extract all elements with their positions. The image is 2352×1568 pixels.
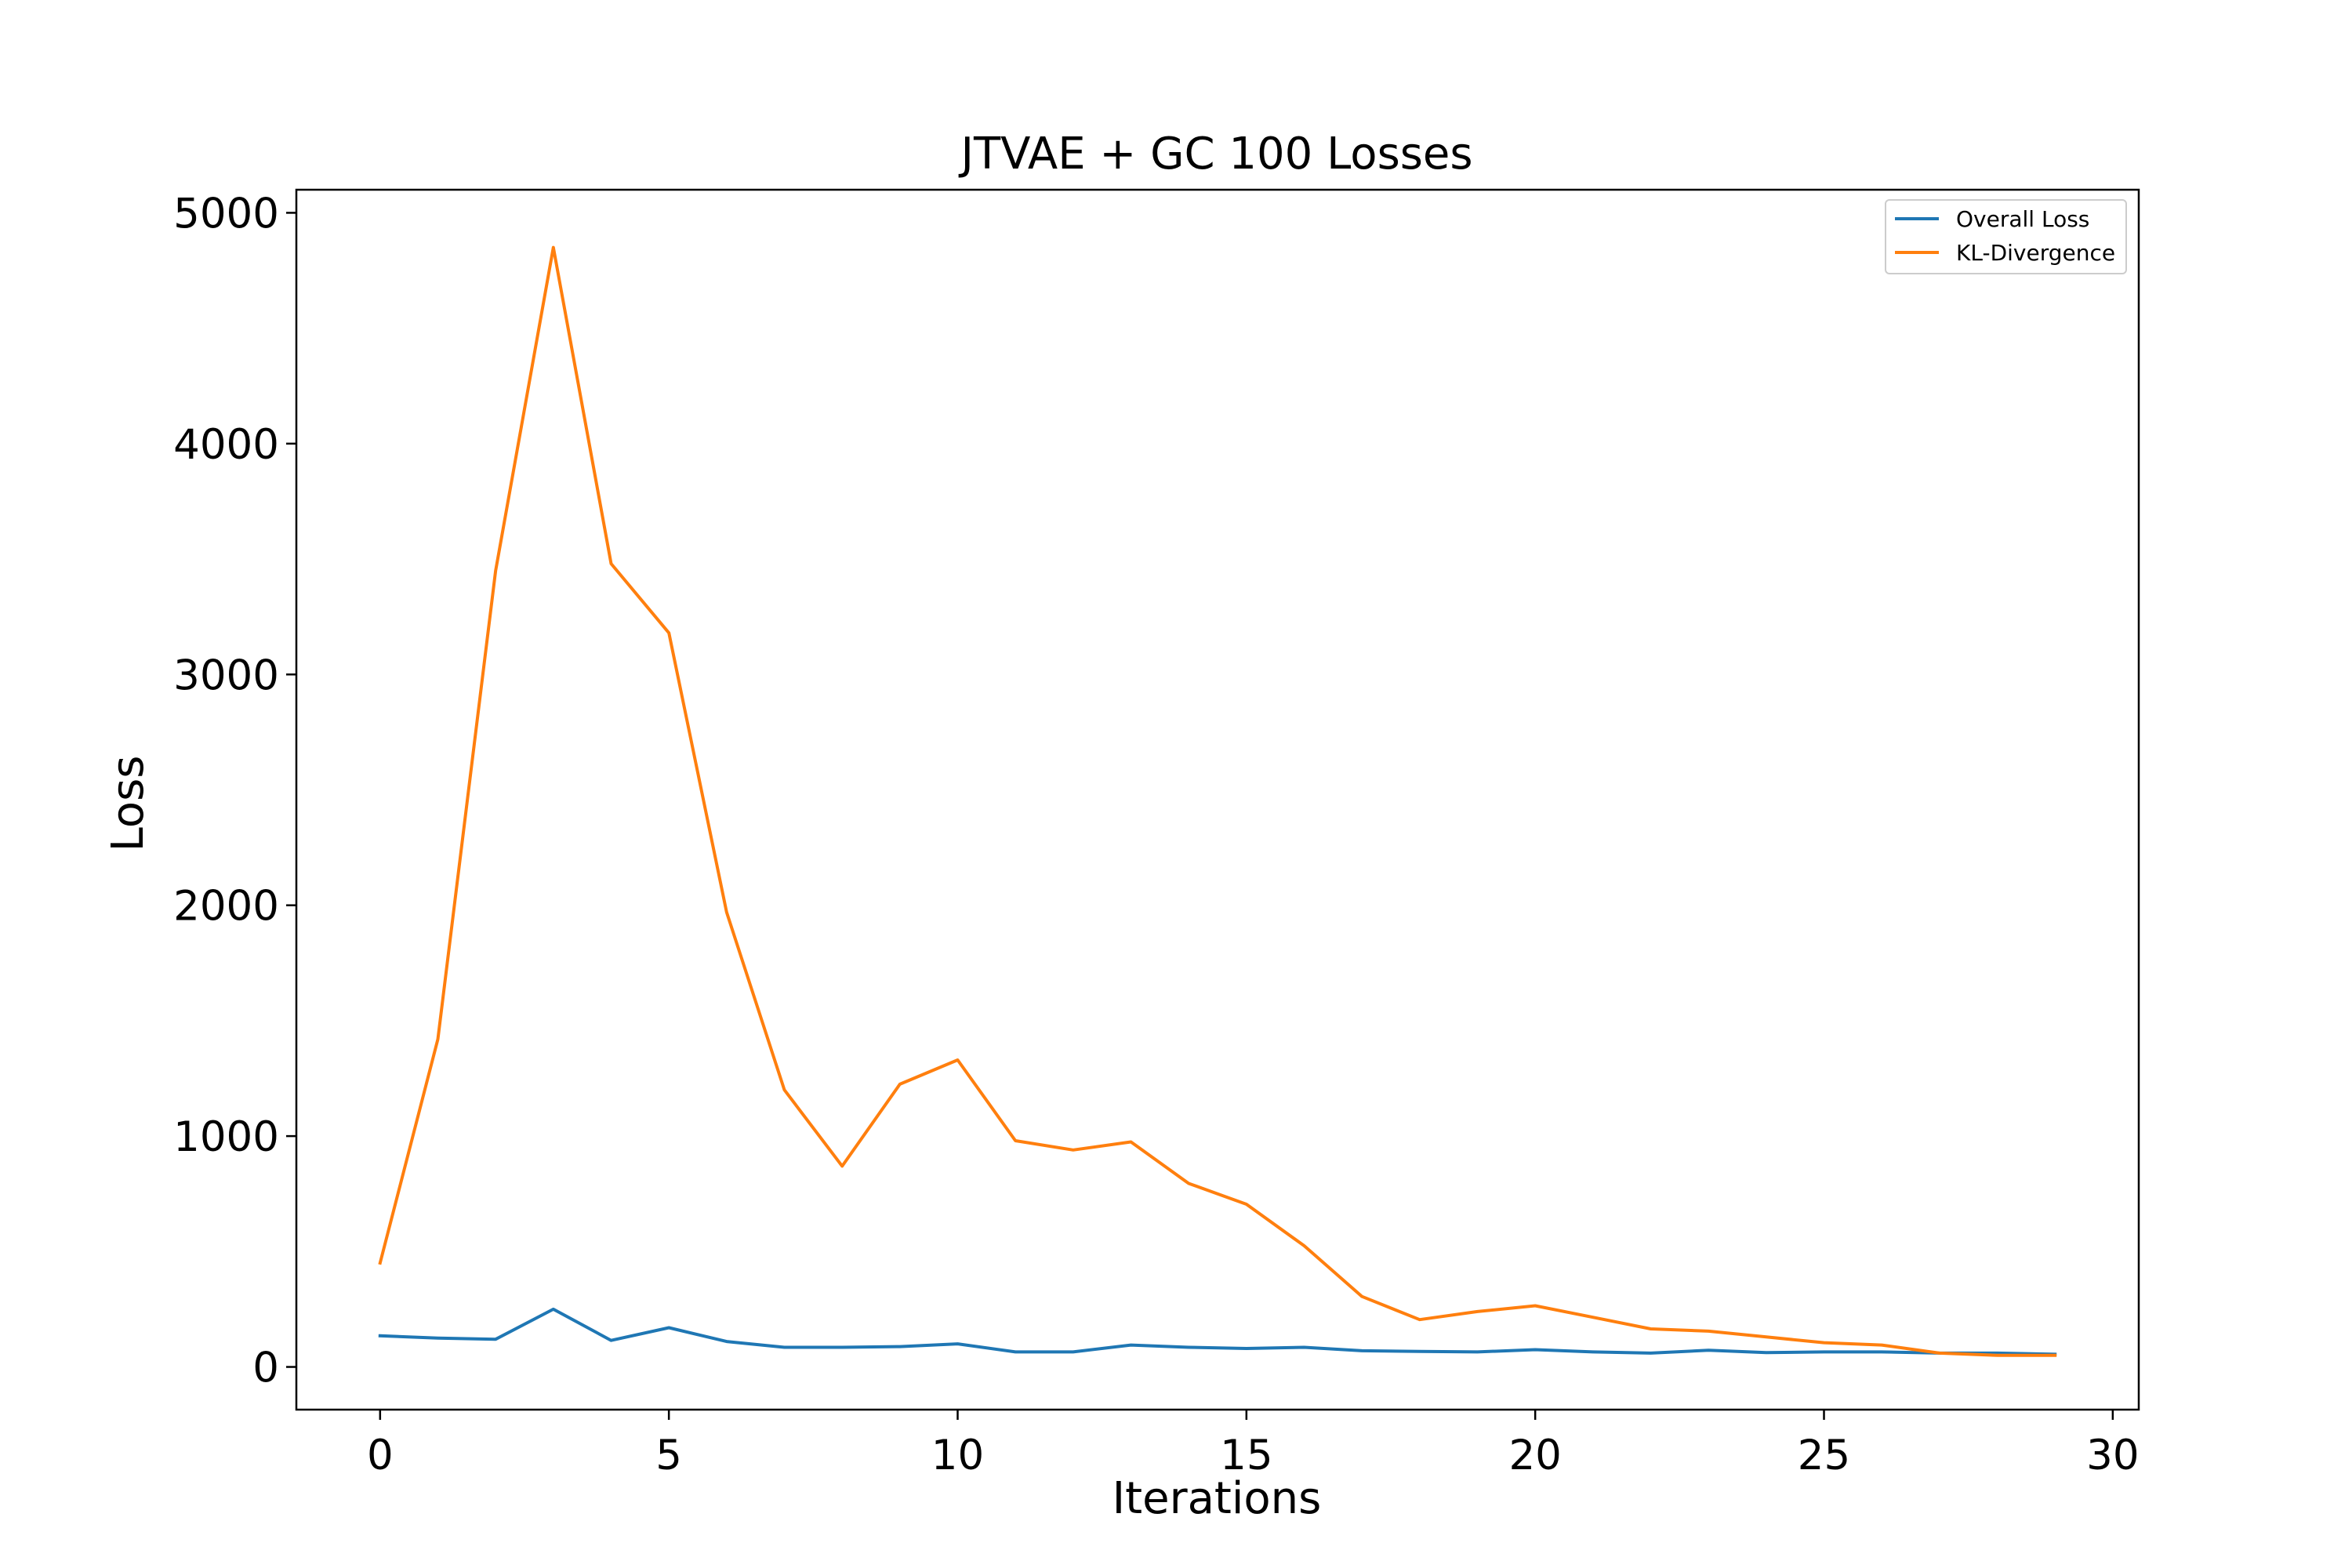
x-tick-label: 5 bbox=[655, 1432, 682, 1479]
series-line-kl-divergence bbox=[378, 245, 2057, 1357]
x-axis-label: Iterations bbox=[1112, 1473, 1322, 1524]
legend-label-overall-loss: Overall Loss bbox=[1956, 206, 2089, 232]
chart-title: JTVAE + GC 100 Losses bbox=[958, 129, 1472, 180]
y-tick-label: 3000 bbox=[173, 652, 279, 699]
y-tick-label: 5000 bbox=[173, 190, 279, 238]
x-tick-label: 25 bbox=[1798, 1432, 1850, 1479]
x-tick-label: 10 bbox=[931, 1432, 984, 1479]
x-tick-label: 15 bbox=[1220, 1432, 1272, 1479]
plot-area: 0 5 10 15 20 25 30 0 1000 2000 3000 4000 5000 bbox=[173, 188, 2140, 1479]
legend-label-kl-divergence: KL-Divergence bbox=[1956, 240, 2115, 266]
y-tick-label: 2000 bbox=[173, 883, 279, 931]
axes-frame bbox=[295, 188, 2140, 1411]
x-tick-label: 30 bbox=[2086, 1432, 2139, 1479]
legend: Overall Loss KL-Divergence bbox=[1885, 199, 2127, 274]
y-axis-label: Loss bbox=[103, 756, 154, 852]
x-tick-label: 0 bbox=[367, 1432, 394, 1479]
y-tick-label: 4000 bbox=[173, 421, 279, 469]
legend-box bbox=[1885, 199, 2127, 274]
series-line-overall-loss bbox=[378, 1307, 2057, 1356]
y-tick-label: 0 bbox=[252, 1345, 279, 1392]
x-tick-label: 20 bbox=[1508, 1432, 1561, 1479]
y-tick-label: 1000 bbox=[173, 1113, 279, 1161]
